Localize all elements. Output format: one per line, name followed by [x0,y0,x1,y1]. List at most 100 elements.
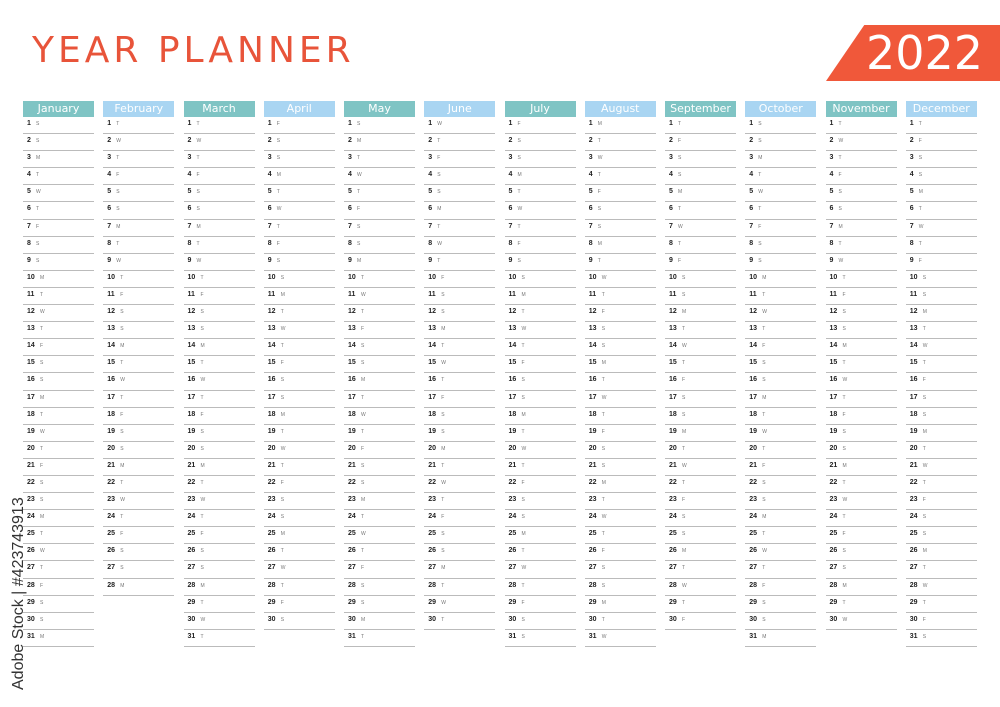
day-row[interactable]: 22 F [263,476,335,494]
day-row[interactable]: 13 M [424,322,496,340]
day-row[interactable]: 27 S [103,561,175,579]
day-row[interactable]: 10 S [665,271,736,288]
day-row[interactable]: 13 S [584,322,656,340]
day-row[interactable]: 23 W [183,493,255,511]
day-row[interactable]: 17 T [103,391,175,408]
day-row[interactable]: 14 M [183,339,255,357]
day-row[interactable]: 21 M [183,459,255,476]
day-row[interactable]: 16 F [665,373,736,391]
day-row[interactable]: 29 W [424,596,496,613]
day-row[interactable]: 15 T [103,356,175,374]
day-row[interactable]: 14 F [745,339,817,357]
day-row[interactable]: 11 M [263,288,335,306]
day-row[interactable]: 15 W [424,356,496,374]
day-row[interactable]: 17 M [23,391,94,408]
day-row[interactable]: 18 F [825,408,897,425]
day-row[interactable]: 14 T [424,339,496,357]
day-row[interactable]: 16 W [103,373,175,391]
day-row[interactable]: 19 T [504,425,576,442]
day-row[interactable]: 15 S [344,356,415,374]
day-row[interactable]: 24 T [103,510,175,528]
day-row[interactable]: 16 W [825,373,897,391]
day-row[interactable]: 30 T [584,613,656,630]
day-row[interactable]: 13 T [665,322,736,340]
day-row[interactable]: 26 S [103,544,175,562]
day-row[interactable]: 11 F [103,288,175,306]
day-row[interactable]: 17 F [424,391,496,408]
day-row[interactable]: 27 T [905,561,977,579]
day-row[interactable]: 19 M [665,425,736,442]
day-row[interactable]: 23 S [263,493,335,511]
day-row[interactable]: 20 T [665,442,736,459]
day-row[interactable]: 10 M [745,271,817,288]
day-row[interactable]: 16 F [905,373,977,391]
day-row[interactable]: 26 W [23,544,94,562]
day-row[interactable]: 18 S [424,408,496,425]
day-row[interactable]: 15 T [825,356,897,374]
day-row[interactable]: 27 T [745,561,817,579]
day-row[interactable]: 11 T [745,288,817,306]
day-row[interactable]: 19 T [344,425,415,442]
day-row[interactable]: 12 S [825,305,897,323]
day-row[interactable]: 13 T [905,322,977,340]
day-row[interactable]: 21 M [103,459,175,476]
day-row[interactable]: 13 T [745,322,817,340]
day-row[interactable]: 12 W [23,305,94,323]
day-row[interactable]: 21 T [424,459,496,476]
day-row[interactable]: 25 T [584,527,656,545]
day-row[interactable]: 13 W [504,322,576,340]
day-row[interactable]: 20 S [103,442,175,459]
day-row[interactable]: 27 M [424,561,496,579]
day-row[interactable]: 19 S [183,425,255,442]
day-row[interactable]: 23 M [344,493,415,511]
day-row[interactable]: 18 F [183,408,255,425]
day-row[interactable]: 16 S [23,373,94,391]
day-row[interactable]: 26 S [183,544,255,562]
day-row[interactable]: 20 T [23,442,94,459]
day-row[interactable]: 14 T [504,339,576,357]
day-row[interactable]: 12 S [424,305,496,323]
day-row[interactable]: 28 F [23,579,94,596]
day-row[interactable]: 10 W [584,271,656,288]
day-row[interactable]: 15 F [504,356,576,374]
day-row[interactable]: 29 M [584,596,656,613]
day-row[interactable]: 23 S [504,493,576,511]
day-row[interactable]: 15 M [584,356,656,374]
day-row[interactable]: 11 F [183,288,255,306]
day-row[interactable]: 11 T [584,288,656,306]
day-row[interactable]: 29 S [344,596,415,613]
day-row[interactable]: 11 F [825,288,897,306]
day-row[interactable]: 23 T [424,493,496,511]
day-row[interactable]: 10 M [23,271,94,288]
day-row[interactable]: 31 M [745,630,817,647]
day-row[interactable]: 22 F [504,476,576,494]
day-row[interactable]: 17 S [504,391,576,408]
day-row[interactable]: 13 S [825,322,897,340]
